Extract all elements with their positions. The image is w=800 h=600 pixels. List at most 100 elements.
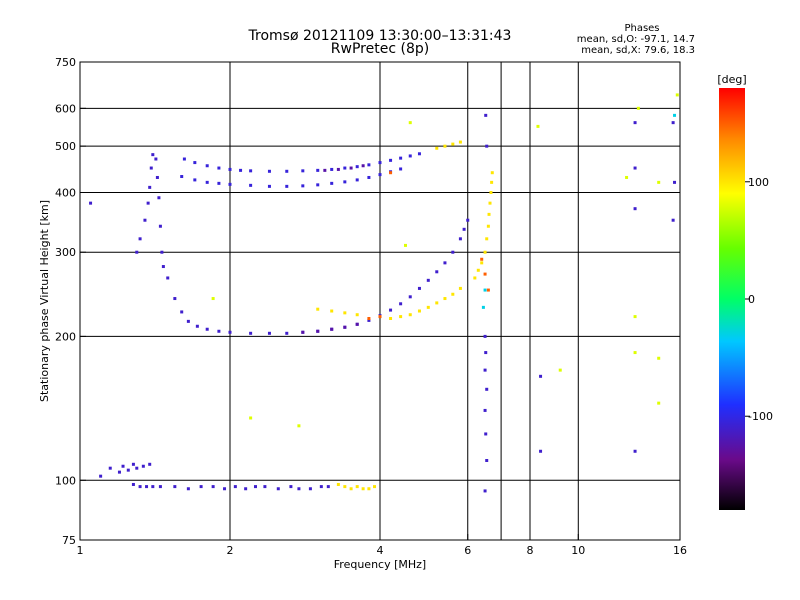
data-point (138, 485, 142, 489)
data-point (330, 309, 334, 313)
data-point (166, 276, 170, 280)
data-point (633, 315, 637, 319)
data-point (633, 207, 637, 211)
data-point (217, 181, 221, 185)
data-point (267, 169, 271, 173)
data-point (487, 212, 491, 216)
data-point (378, 161, 382, 165)
data-point (426, 278, 430, 282)
phases-o-stats: mean, sd,O: -97.1, 14.7 (577, 34, 695, 45)
data-point (319, 485, 323, 489)
data-point (483, 334, 487, 338)
data-point (199, 485, 203, 489)
x-axis-label: Frequency [MHz] (334, 558, 426, 571)
y-axis-label: Stationary phase Virtual Height [km] (38, 200, 51, 402)
data-point (349, 487, 353, 491)
data-points (89, 93, 679, 493)
data-point (228, 167, 232, 171)
data-point (675, 93, 679, 97)
data-point (145, 485, 149, 489)
data-point (117, 470, 121, 474)
data-point (490, 171, 494, 175)
data-point (131, 482, 135, 486)
data-point (205, 164, 209, 168)
data-point (146, 201, 150, 205)
data-point (186, 319, 190, 323)
data-point (308, 487, 312, 491)
data-point (673, 180, 677, 184)
data-point (483, 250, 487, 254)
data-point (403, 243, 407, 247)
data-point (263, 485, 267, 489)
y-tick-label: 300 (55, 246, 76, 259)
phases-heading: Phases (624, 23, 659, 34)
data-point (451, 292, 455, 296)
x-tick-label: 6 (464, 544, 471, 557)
colorbar-tick-label: 100 (748, 176, 769, 189)
data-point (343, 311, 347, 315)
data-point (135, 466, 139, 470)
data-point (625, 175, 629, 179)
data-point (151, 153, 155, 157)
data-point (435, 301, 439, 305)
data-point (367, 316, 371, 320)
data-point (336, 167, 340, 171)
x-tick-label: 8 (527, 544, 534, 557)
data-point (126, 468, 130, 472)
data-point (657, 401, 661, 405)
data-point (349, 166, 353, 170)
data-point (539, 449, 543, 453)
colorbar (719, 88, 745, 510)
data-point (558, 368, 562, 372)
data-point (489, 190, 493, 194)
data-point (316, 307, 320, 311)
data-point (355, 313, 359, 317)
data-point (108, 466, 112, 470)
data-point (458, 286, 462, 290)
data-point (633, 166, 637, 170)
data-point (182, 157, 186, 161)
data-point (285, 184, 289, 188)
data-point (361, 487, 365, 491)
data-point (417, 152, 421, 156)
data-point (205, 180, 209, 184)
data-point (158, 224, 162, 228)
x-tick-label: 10 (571, 544, 585, 557)
data-point (378, 315, 382, 319)
data-point (426, 305, 430, 309)
data-point (399, 167, 403, 171)
data-point (330, 327, 334, 331)
data-point (483, 408, 487, 412)
data-point (636, 106, 640, 110)
y-tick-label: 75 (62, 534, 76, 547)
data-point (435, 270, 439, 274)
data-point (451, 142, 455, 146)
data-point (343, 325, 347, 329)
data-point (244, 487, 248, 491)
data-point (135, 250, 139, 254)
data-point (148, 185, 152, 189)
data-point (155, 175, 159, 179)
data-point (154, 157, 158, 161)
data-point (417, 286, 421, 290)
data-point (408, 121, 412, 125)
data-point (173, 297, 177, 301)
data-point (488, 201, 492, 205)
data-point (143, 218, 147, 222)
data-point (483, 489, 487, 493)
data-point (480, 257, 484, 261)
data-point (657, 180, 661, 184)
data-point (180, 310, 184, 314)
data-point (148, 462, 152, 466)
data-point (326, 485, 330, 489)
data-point (211, 485, 215, 489)
data-point (158, 485, 162, 489)
data-point (233, 485, 237, 489)
data-point (193, 161, 197, 165)
x-tick-label: 4 (377, 544, 384, 557)
data-point (173, 485, 177, 489)
data-point (373, 485, 377, 489)
y-tick-label: 750 (55, 56, 76, 69)
data-point (211, 297, 215, 301)
data-point (180, 175, 184, 179)
